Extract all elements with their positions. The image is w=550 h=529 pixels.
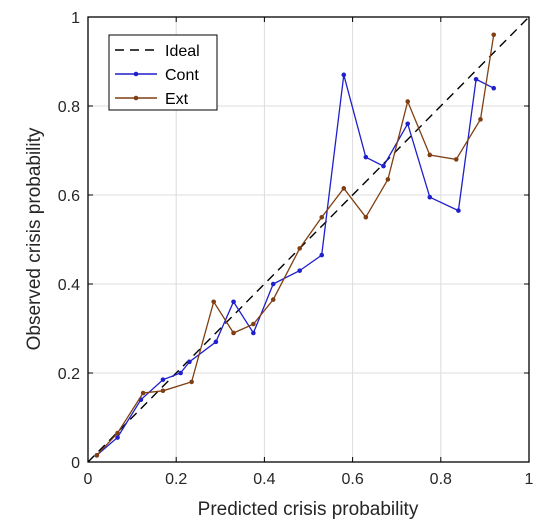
data-point-ext (189, 379, 194, 385)
data-point-ext (427, 152, 433, 158)
data-point-cont (213, 339, 219, 345)
y-tick-label: 0.4 (58, 277, 80, 294)
data-point-ext (297, 246, 302, 251)
data-point-ext (251, 321, 256, 327)
data-point-ext (341, 186, 347, 191)
tick-labels: 0 0.2 0.4 0.6 0.8 1 0 0.2 0.4 0.6 0.8 1 (58, 10, 534, 488)
data-point-cont (341, 72, 347, 78)
data-point-ext (491, 32, 497, 38)
legend-marker-ext (133, 95, 139, 101)
x-tick-label: 1 (525, 471, 534, 488)
legend-label-cont: Cont (165, 67, 199, 84)
data-point-ext (140, 390, 146, 396)
data-point-ext (453, 157, 459, 162)
data-point-ext (211, 299, 216, 305)
data-point-cont (115, 435, 120, 440)
data-point-ext (319, 214, 325, 220)
data-point-cont (405, 121, 411, 127)
y-tick-label: 0.6 (58, 188, 80, 205)
y-tick-label: 0.8 (58, 99, 80, 116)
legend-label-ext: Ext (165, 91, 189, 108)
x-tick-label: 0 (84, 471, 93, 488)
data-point-cont (178, 370, 183, 376)
x-tick-label: 0.8 (430, 471, 452, 488)
data-point-cont (319, 252, 325, 258)
x-axis-label: Predicted crisis probability (198, 499, 419, 520)
data-point-ext (94, 453, 100, 458)
data-point-cont (473, 77, 479, 82)
y-tick-label: 0.2 (58, 366, 80, 383)
x-tick-label: 0.2 (165, 471, 187, 488)
data-point-cont (427, 194, 433, 200)
legend-marker-cont (133, 71, 139, 77)
series-layer (87, 16, 530, 463)
x-tick-label: 0.6 (341, 471, 363, 488)
grid-lines (88, 17, 529, 462)
data-point-cont (297, 268, 302, 273)
legend: Ideal Cont Ext (108, 34, 218, 111)
data-point-ext (363, 214, 369, 220)
data-point-cont (160, 377, 166, 382)
data-point-ext (405, 99, 411, 104)
data-point-cont (491, 85, 497, 91)
plot-frame (87, 16, 530, 463)
data-point-ext (385, 177, 391, 182)
data-point-ext (270, 297, 276, 302)
data-point-cont (251, 330, 256, 336)
data-point-ext (231, 330, 236, 336)
series-line-cont (96, 74, 494, 456)
data-point-ext (160, 388, 166, 394)
data-point-cont (231, 299, 236, 305)
data-point-ext (115, 430, 120, 436)
y-tick-label: 0 (71, 455, 80, 472)
legend-label-ideal: Ideal (165, 43, 200, 60)
y-tick-label: 1 (71, 10, 80, 27)
x-tick-label: 0.4 (253, 471, 275, 488)
data-point-cont (363, 154, 369, 160)
data-point-ext (478, 117, 483, 122)
data-point-cont (381, 163, 386, 169)
data-point-cont (456, 208, 461, 213)
y-axis-label: Observed crisis probability (24, 127, 45, 350)
legend-box (108, 34, 218, 111)
data-point-cont (270, 281, 276, 287)
data-point-cont (187, 359, 192, 365)
